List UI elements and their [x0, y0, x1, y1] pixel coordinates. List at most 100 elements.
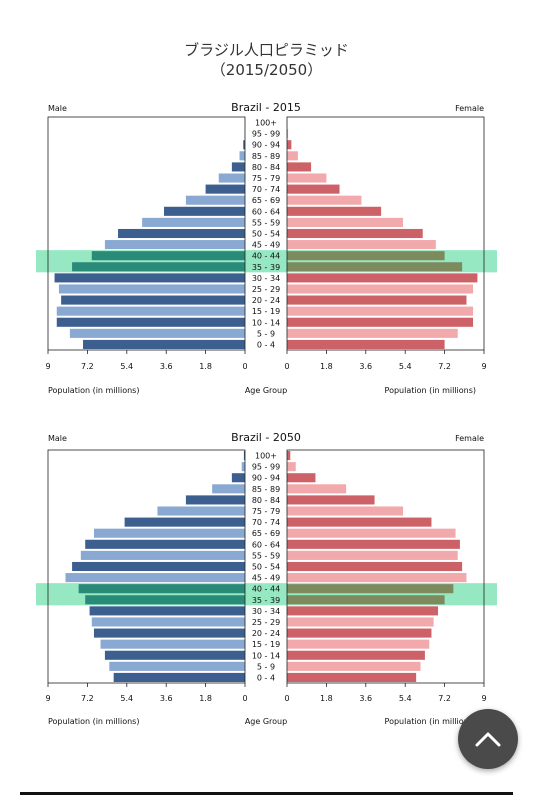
age-group-label: 20 - 24 [252, 629, 280, 638]
age-group-label: 90 - 94 [252, 474, 280, 483]
age-group-label: 65 - 69 [252, 196, 280, 205]
x-tick-label: 7.2 [81, 694, 94, 703]
x-tick-label: 5.4 [399, 694, 412, 703]
male-bar [56, 317, 245, 327]
x-tick-label: 3.6 [359, 362, 372, 371]
age-group-label: 15 - 19 [252, 307, 280, 316]
x-axis-label-left: Population (in millions) [48, 717, 139, 726]
page-title: ブラジル人口ピラミッド （2015/2050） [0, 40, 533, 80]
male-bar [85, 539, 245, 549]
x-tick-label: 7.2 [438, 362, 451, 371]
bottom-divider [20, 792, 513, 795]
page-title-line2: （2015/2050） [210, 61, 323, 79]
age-group-label: 0 - 4 [257, 340, 275, 349]
female-bar [287, 295, 467, 305]
age-group-label: 95 - 99 [252, 463, 280, 472]
age-group-label: 80 - 84 [252, 163, 280, 172]
age-group-label: 80 - 84 [252, 496, 280, 505]
female-bar [287, 328, 458, 338]
x-axis-label-right: Population (in millions) [385, 717, 476, 726]
female-bar [287, 284, 474, 294]
female-bar [287, 639, 430, 649]
male-bar [89, 606, 245, 616]
page-title-line1: ブラジル人口ピラミッド [184, 41, 349, 59]
age-group-label: 95 - 99 [252, 130, 280, 139]
male-bar [104, 240, 246, 250]
chevron-up-icon [475, 732, 501, 747]
x-tick-label: 1.8 [320, 362, 333, 371]
male-bar [80, 550, 245, 560]
female-label: Female [455, 104, 484, 113]
age-group-label: 10 - 14 [252, 318, 280, 327]
female-bar [287, 584, 454, 594]
x-tick-label: 7.2 [438, 694, 451, 703]
female-label: Female [455, 434, 484, 443]
age-group-label: 50 - 54 [252, 563, 280, 572]
female-bar [287, 628, 432, 638]
male-bar [212, 484, 245, 494]
female-bar [287, 484, 347, 494]
chart-title: Brazil - 2015 [231, 101, 301, 114]
female-bar [287, 228, 423, 239]
female-bar [287, 595, 445, 605]
male-bar [93, 628, 245, 638]
female-bar [287, 173, 327, 183]
female-bar [287, 240, 436, 250]
female-bar [287, 195, 362, 205]
female-bar [287, 339, 445, 349]
x-tick-label: 0 [284, 694, 289, 703]
male-bar [65, 573, 245, 583]
scroll-to-top-button[interactable] [458, 709, 518, 769]
age-group-label: 55 - 59 [252, 551, 280, 560]
age-group-label: 15 - 19 [252, 640, 280, 649]
x-tick-label: 1.8 [199, 362, 212, 371]
male-bar [218, 173, 245, 183]
age-group-label: 90 - 94 [252, 141, 280, 150]
female-bar [287, 306, 474, 316]
female-bar [287, 251, 445, 261]
male-bar [93, 528, 245, 538]
male-bar [231, 473, 245, 483]
male-bar [185, 495, 245, 505]
age-group-label: 5 - 9 [257, 662, 275, 671]
age-group-label: 50 - 54 [252, 230, 280, 239]
male-bar [113, 672, 246, 682]
age-group-label: 0 - 4 [257, 673, 275, 682]
female-bar [287, 151, 298, 161]
male-bar [104, 650, 246, 660]
age-group-label: 70 - 74 [252, 518, 280, 527]
female-bar [287, 606, 439, 616]
male-bar [61, 295, 246, 305]
female-bar [287, 495, 375, 505]
female-bar [287, 217, 404, 227]
female-axes-frame [286, 116, 485, 351]
pyramid-chart-2: Brazil - 2050 Male Female 0 - 4 5 - 9 10 - 14… [36, 431, 497, 726]
female-bar [287, 573, 467, 583]
age-group-label: 25 - 29 [252, 285, 280, 294]
female-bar [287, 617, 434, 627]
male-bar [72, 561, 245, 572]
female-bar [287, 561, 463, 572]
female-bar [287, 473, 316, 483]
female-bar [287, 162, 312, 172]
age-group-label: 40 - 44 [252, 585, 280, 594]
male-bar [164, 206, 245, 216]
male-bar [54, 273, 245, 283]
pyramid-chart-1: Brazil - 2015 Male Female 0 - 4 5 - 9 10 - 14… [36, 101, 497, 395]
x-axis-label-center: Age Group [245, 386, 287, 395]
age-group-label: 35 - 39 [252, 596, 280, 605]
x-tick-label: 9 [481, 362, 486, 371]
x-tick-label: 9 [45, 694, 50, 703]
x-tick-label: 5.4 [120, 694, 133, 703]
male-axes-frame [47, 116, 246, 351]
male-bar [91, 251, 246, 261]
x-tick-label: 3.6 [359, 694, 372, 703]
male-bar [243, 140, 245, 150]
female-bar [287, 650, 425, 660]
male-label: Male [48, 434, 67, 443]
male-axes-frame [47, 449, 246, 684]
male-bar [72, 262, 245, 272]
male-bar [185, 195, 245, 205]
x-tick-label: 9 [481, 694, 486, 703]
x-tick-label: 3.6 [160, 694, 173, 703]
